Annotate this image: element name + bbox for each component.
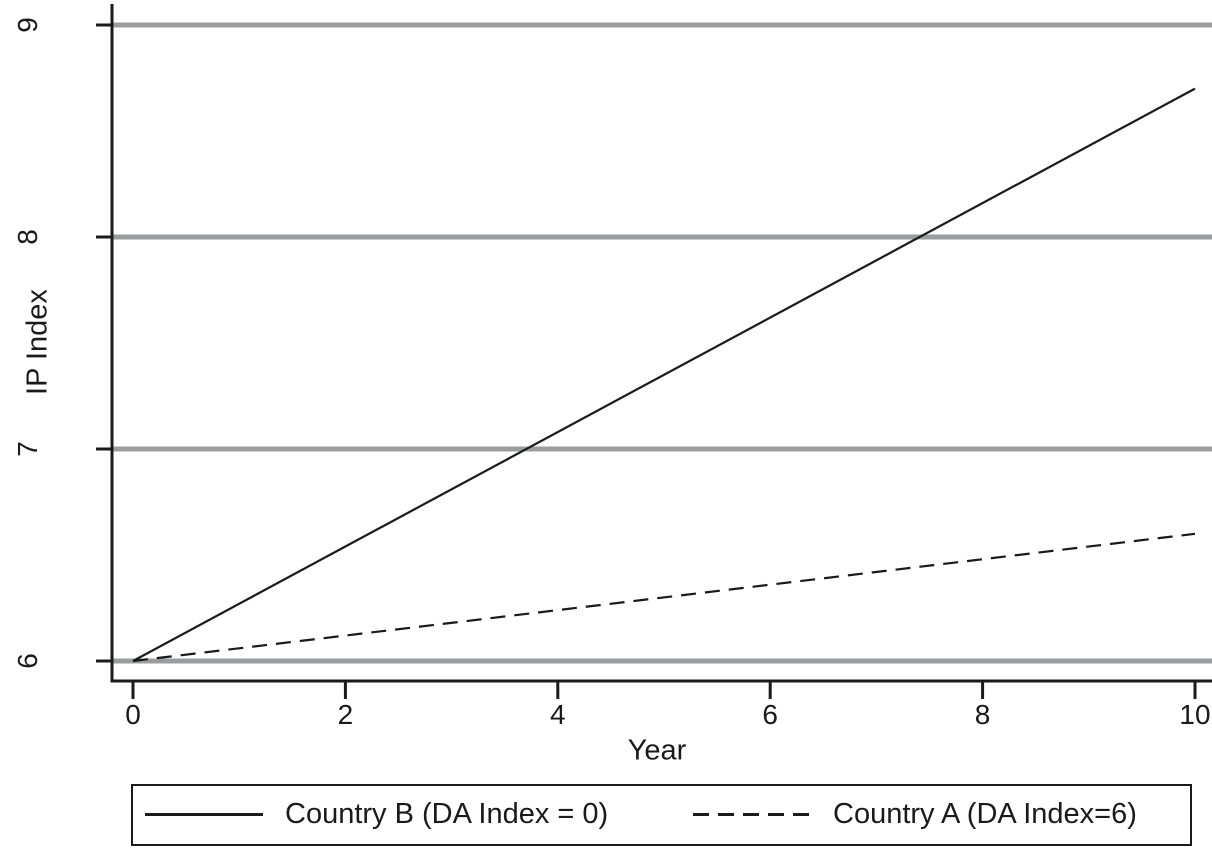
series-line-solid — [132, 87, 1196, 662]
y-tick-label: 7 — [12, 441, 43, 457]
y-tick-label: 6 — [12, 653, 43, 669]
legend-label-country-a: Country A (DA Index=6) — [833, 797, 1137, 830]
y-axis-title: IP Index — [21, 289, 54, 395]
y-tick-label: 8 — [12, 229, 43, 245]
x-tick-label: 2 — [337, 699, 354, 730]
series-line-dashed — [132, 532, 1196, 663]
x-tick-label: 8 — [974, 699, 991, 730]
x-tick-label: 10 — [1179, 699, 1211, 730]
x-tick-label: 6 — [762, 699, 778, 730]
legend-dashed-line-icon — [693, 813, 813, 816]
x-tick-label: 0 — [125, 699, 141, 730]
legend-solid-line-icon — [145, 813, 263, 816]
y-tick-label: 9 — [12, 17, 43, 33]
x-axis-title: Year — [627, 734, 687, 767]
x-tick-label: 4 — [550, 699, 566, 730]
legend-label-country-b: Country B (DA Index = 0) — [285, 797, 609, 830]
legend: Country B (DA Index = 0) Country A (DA I… — [131, 784, 1192, 846]
